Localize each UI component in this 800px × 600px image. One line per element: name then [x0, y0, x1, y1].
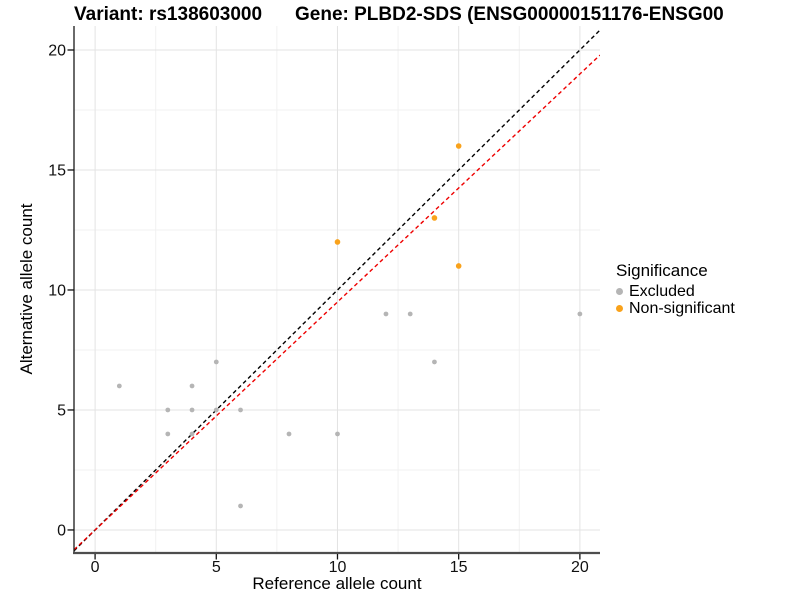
y-tick-label: 10	[48, 282, 66, 299]
data-point	[455, 263, 462, 269]
data-point	[213, 407, 219, 413]
non-significant-dot-icon	[616, 305, 623, 312]
data-point	[165, 407, 171, 413]
excluded-dot-icon	[616, 288, 623, 295]
series-non-significant	[334, 143, 462, 269]
x-tick-label: 0	[91, 559, 100, 576]
data-point	[116, 383, 122, 389]
gene-title: Gene: PLBD2-SDS (ENSG00000151176-ENSG00	[295, 4, 724, 25]
x-tick-label: 20	[571, 559, 589, 576]
data-point	[334, 239, 341, 245]
data-point	[383, 311, 389, 317]
data-point	[455, 143, 462, 149]
legend-item-label: Non-significant	[629, 299, 735, 317]
reference-lines	[74, 29, 600, 552]
gridlines	[74, 26, 600, 553]
x-tick-label: 15	[450, 559, 468, 576]
data-point	[431, 215, 438, 221]
y-tick-label: 5	[57, 402, 66, 419]
data-point	[165, 431, 171, 437]
variant-title: Variant: rs138603000	[74, 4, 263, 25]
data-point	[432, 359, 437, 365]
data-point	[189, 407, 195, 413]
data-point	[335, 431, 340, 437]
x-tick-label: 10	[329, 559, 347, 576]
data-point	[577, 311, 583, 317]
allelic-ratio-line	[74, 54, 600, 551]
legend: Significance Excluded Non-significant	[616, 261, 735, 317]
data-point	[189, 383, 195, 389]
y-axis-title: Alternative allele count	[17, 203, 36, 375]
y-tick-label: 15	[48, 162, 66, 179]
legend-item-excluded: Excluded	[616, 283, 735, 300]
data-point	[286, 431, 292, 437]
y-tick-label: 0	[57, 522, 66, 539]
y-tick-label: 20	[48, 42, 66, 59]
series-excluded	[116, 311, 583, 509]
x-tick-label: 5	[212, 559, 221, 576]
data-point	[238, 503, 243, 509]
data-point	[238, 407, 243, 413]
x-axis-title: Reference allele count	[252, 574, 422, 593]
legend-item-non-significant: Non-significant	[616, 300, 735, 317]
data-point	[189, 431, 195, 437]
legend-item-label: Excluded	[629, 282, 695, 300]
identity-line	[74, 29, 600, 552]
data-point	[407, 311, 413, 317]
legend-title: Significance	[616, 261, 708, 280]
data-point	[213, 359, 219, 365]
